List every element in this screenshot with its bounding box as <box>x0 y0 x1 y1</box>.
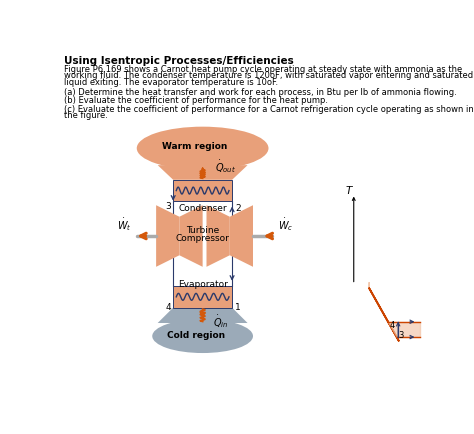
Text: working fluid. The condenser temperature is 120oF, with saturated vapor entering: working fluid. The condenser temperature… <box>64 71 473 80</box>
Text: Using Isentropic Processes/Efficiencies: Using Isentropic Processes/Efficiencies <box>64 56 294 66</box>
Text: Figure P6.169 shows a Carnot heat pump cycle operating at steady state with ammo: Figure P6.169 shows a Carnot heat pump c… <box>64 64 462 73</box>
Polygon shape <box>158 166 247 181</box>
Polygon shape <box>207 206 230 267</box>
Bar <box>173 286 232 308</box>
Text: T: T <box>345 186 352 196</box>
Polygon shape <box>388 322 419 337</box>
Text: $\dot{Q}_{out}$: $\dot{Q}_{out}$ <box>215 158 236 175</box>
Text: $\dot{W}_c$: $\dot{W}_c$ <box>278 216 293 233</box>
Text: 4: 4 <box>165 302 171 311</box>
Text: liquid exiting. The evaporator temperature is 10oF.: liquid exiting. The evaporator temperatu… <box>64 78 278 87</box>
Polygon shape <box>156 206 179 267</box>
Polygon shape <box>230 206 253 267</box>
Text: 1: 1 <box>235 302 241 311</box>
Polygon shape <box>158 308 247 323</box>
Text: $\dot{Q}_{in}$: $\dot{Q}_{in}$ <box>213 312 229 329</box>
Text: 3: 3 <box>165 202 171 211</box>
Text: Warm region: Warm region <box>162 141 228 150</box>
Ellipse shape <box>137 127 268 171</box>
Text: Evaporator: Evaporator <box>178 279 228 288</box>
Text: (c) Evaluate the coefficient of performance for a Carnot refrigeration cycle ope: (c) Evaluate the coefficient of performa… <box>64 104 474 113</box>
Text: $\dot{W}_t$: $\dot{W}_t$ <box>117 216 131 233</box>
Ellipse shape <box>152 319 253 353</box>
Text: the figure.: the figure. <box>64 111 108 120</box>
Text: 2: 2 <box>235 204 241 213</box>
Polygon shape <box>369 283 399 341</box>
Text: Compressor: Compressor <box>176 233 229 243</box>
Polygon shape <box>179 206 202 267</box>
Text: (a) Determine the heat transfer and work for each process, in Btu per lb of ammo: (a) Determine the heat transfer and work… <box>64 87 456 96</box>
Text: Cold region: Cold region <box>167 330 226 339</box>
Text: 4: 4 <box>390 320 395 329</box>
Text: (b) Evaluate the coefficient of performance for the heat pump.: (b) Evaluate the coefficient of performa… <box>64 96 328 105</box>
Text: Turbine: Turbine <box>186 225 219 234</box>
Bar <box>173 181 232 202</box>
Text: Condenser: Condenser <box>178 204 227 212</box>
Text: 3: 3 <box>398 330 403 339</box>
